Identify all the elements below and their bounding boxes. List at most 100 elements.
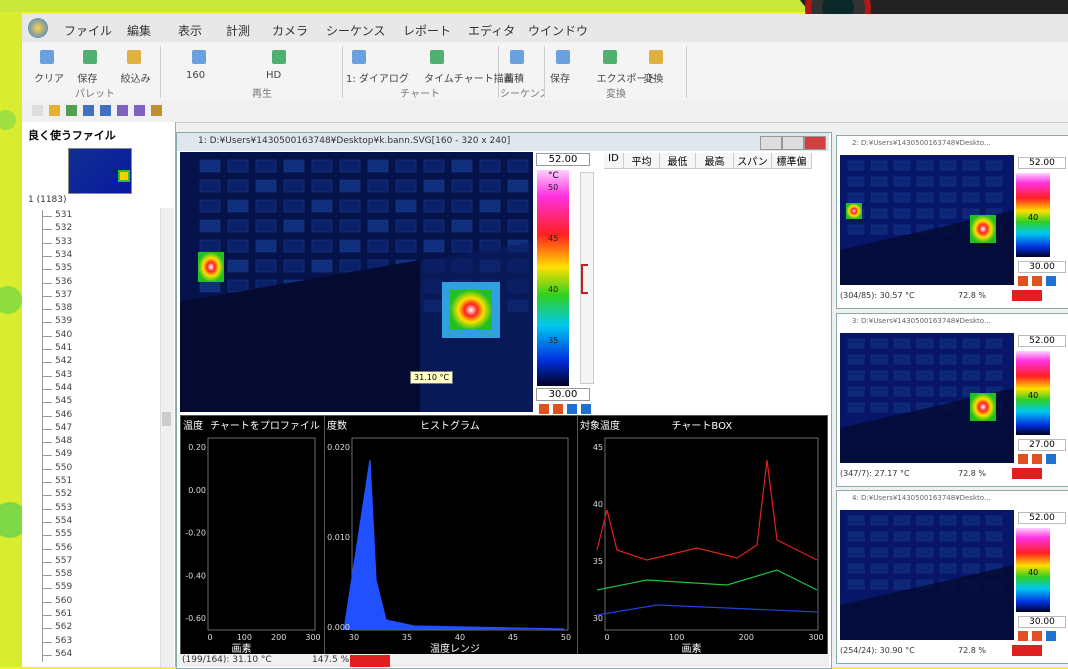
ribbon-button[interactable]: 絞込み [120, 74, 151, 85]
file-item[interactable]: 536 [55, 276, 73, 287]
ribbon-button[interactable]: 蓄積 [504, 74, 524, 85]
window-button[interactable] [760, 136, 782, 150]
file-item[interactable]: 543 [55, 369, 73, 380]
scale-button[interactable] [1018, 454, 1028, 464]
menu-item[interactable]: 編集 [127, 24, 152, 38]
file-item[interactable]: 561 [55, 609, 73, 619]
scale-button[interactable] [1018, 631, 1028, 641]
file-item[interactable]: 560 [55, 595, 73, 606]
scale-button[interactable] [1018, 276, 1028, 286]
file-item[interactable]: 531 [55, 210, 73, 220]
menu-item[interactable]: ファイル [64, 24, 113, 38]
circuit-block [847, 370, 865, 381]
window-button[interactable] [782, 136, 804, 150]
file-item[interactable]: 555 [55, 529, 73, 540]
scale-button[interactable] [581, 404, 591, 414]
toolbar-icon[interactable] [100, 105, 111, 116]
file-item[interactable]: 533 [55, 236, 73, 247]
table-header[interactable]: ID [604, 153, 624, 169]
ribbon-icon[interactable] [510, 50, 524, 64]
file-item[interactable]: 551 [55, 476, 73, 486]
menu-item[interactable]: 表示 [178, 24, 203, 38]
scale-button[interactable] [553, 404, 563, 414]
side-scale-min: 30.00 [1018, 261, 1066, 273]
file-item[interactable]: 559 [55, 582, 73, 593]
scale-button[interactable] [1032, 276, 1042, 286]
file-item[interactable]: 541 [55, 343, 73, 353]
file-item[interactable]: 539 [55, 316, 73, 327]
file-item[interactable]: 540 [55, 329, 73, 340]
file-item[interactable]: 554 [55, 515, 73, 526]
scale-button[interactable] [1046, 454, 1056, 464]
scale-button[interactable] [567, 404, 577, 414]
scale-button[interactable] [1046, 631, 1056, 641]
ribbon-button[interactable]: 160 [186, 70, 206, 81]
ribbon-icon[interactable] [352, 50, 366, 64]
ribbon-icon[interactable] [40, 50, 54, 64]
file-item[interactable]: 564 [55, 648, 73, 659]
file-item[interactable]: 544 [55, 382, 73, 393]
ribbon-icon[interactable] [556, 50, 570, 64]
toolbar-icon[interactable] [83, 105, 94, 116]
file-item[interactable]: 557 [55, 555, 73, 566]
file-item[interactable]: 548 [55, 436, 73, 447]
table-header[interactable]: 平均 [624, 153, 660, 169]
table-header[interactable]: 標準偏 [772, 153, 812, 169]
file-item[interactable]: 563 [55, 635, 73, 646]
menu-item[interactable]: ウインドウ [528, 24, 589, 38]
toolbar-icon[interactable] [66, 105, 77, 116]
menu-item[interactable]: 計測 [226, 24, 251, 38]
ribbon-button[interactable]: HD [266, 70, 282, 81]
file-item[interactable]: 549 [55, 449, 73, 460]
file-item[interactable]: 545 [55, 396, 73, 407]
file-item[interactable]: 542 [55, 356, 73, 367]
file-item[interactable]: 537 [55, 289, 73, 300]
ribbon-icon[interactable] [126, 50, 141, 64]
toolbar-icon[interactable] [49, 105, 60, 116]
file-item[interactable]: 546 [55, 409, 73, 420]
ribbon-icon[interactable] [602, 50, 617, 64]
file-item[interactable]: 547 [55, 422, 73, 433]
circuit-block [339, 259, 361, 273]
table-header[interactable]: スパン [734, 153, 772, 169]
file-item[interactable]: 558 [55, 569, 73, 580]
ribbon-button[interactable]: 1: ダイアログ [346, 74, 409, 85]
menu-item[interactable]: カメラ [272, 24, 309, 38]
file-item[interactable]: 534 [55, 249, 73, 260]
toolbar-icon[interactable] [32, 105, 43, 116]
menu-item[interactable]: シーケンス [326, 24, 386, 38]
file-item[interactable]: 538 [55, 303, 73, 314]
file-item[interactable]: 550 [55, 462, 73, 473]
ribbon-icon[interactable] [83, 50, 98, 64]
ribbon-button[interactable]: 変換 [643, 74, 664, 85]
file-item[interactable]: 562 [55, 622, 73, 633]
ribbon-button[interactable]: エクスポート [596, 74, 657, 85]
menu-item[interactable]: エディタ [468, 24, 516, 38]
ribbon-icon[interactable] [272, 50, 286, 64]
ribbon-button[interactable]: クリア [34, 74, 64, 85]
toolbar-icon[interactable] [134, 105, 145, 116]
scale-button[interactable] [1046, 276, 1056, 286]
file-item[interactable]: 535 [55, 263, 73, 274]
file-item[interactable]: 532 [55, 223, 73, 234]
ribbon-icon[interactable] [192, 50, 206, 64]
scale-slider[interactable] [580, 172, 594, 384]
sidebar-root[interactable]: 1 (1183) [28, 195, 67, 205]
ribbon-icon[interactable] [430, 50, 444, 64]
file-item[interactable]: 553 [55, 502, 73, 513]
scale-button[interactable] [1032, 631, 1042, 641]
ribbon-icon[interactable] [649, 50, 664, 64]
scale-button[interactable] [1032, 454, 1042, 464]
window-button[interactable] [804, 136, 826, 150]
toolbar-icon[interactable] [151, 105, 162, 116]
table-header[interactable]: 最低 [660, 153, 696, 169]
menu-item[interactable]: レポート [403, 24, 452, 38]
ribbon-button[interactable]: 保存 [550, 74, 570, 85]
ribbon-button[interactable]: タイムチャート描画 [424, 74, 514, 85]
file-item[interactable]: 556 [55, 542, 73, 553]
ribbon-button[interactable]: 保存 [77, 74, 98, 85]
file-item[interactable]: 552 [55, 489, 73, 500]
scale-button[interactable] [539, 404, 549, 414]
toolbar-icon[interactable] [117, 105, 128, 116]
table-header[interactable]: 最高 [696, 153, 734, 169]
